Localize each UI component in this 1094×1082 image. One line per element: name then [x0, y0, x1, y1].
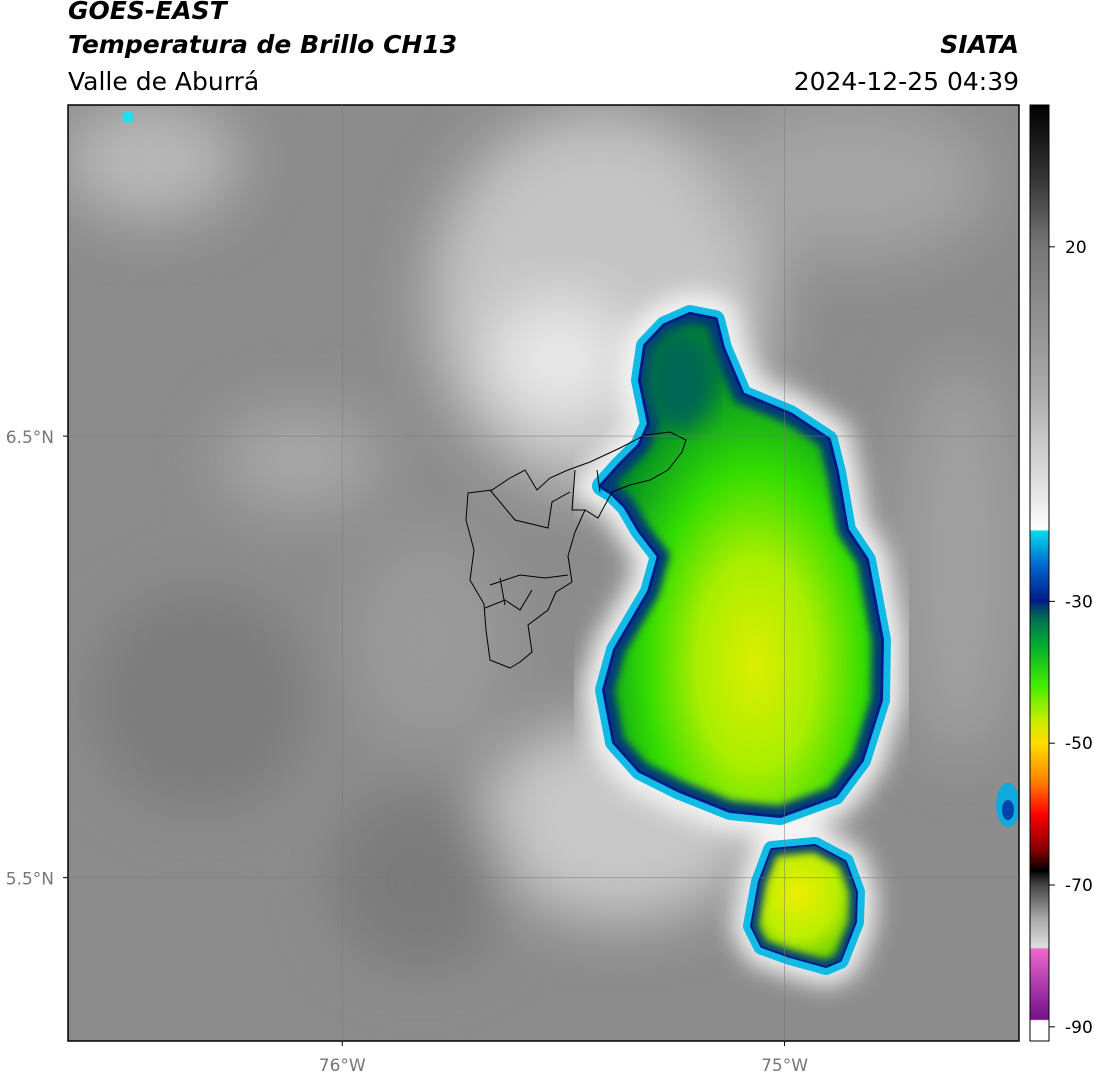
- title: GOES-EAST: [68, 0, 229, 25]
- lat-tick-label: 5.5°N: [6, 870, 54, 890]
- cold-cloud: [122, 111, 1019, 966]
- municipal-boundaries: [465, 431, 687, 669]
- colorbar-tick-label: 20: [1065, 238, 1087, 258]
- map-image: [68, 105, 1019, 1041]
- region: Valle de Aburrá: [68, 67, 259, 96]
- colorbar: [1029, 104, 1050, 1042]
- lat-tick-label: 6.5°N: [6, 428, 54, 448]
- colorbar-tick-label: -30: [1065, 592, 1093, 612]
- map-frame: [67, 104, 1020, 1042]
- subtitle: Temperatura de Brillo CH13: [68, 30, 457, 59]
- colorbar-tick-label: -90: [1065, 1018, 1093, 1038]
- colorbar-tick-label: -50: [1065, 734, 1093, 754]
- lon-tick-label: 76°W: [319, 1056, 366, 1076]
- colorbar-tick-label: -70: [1065, 876, 1093, 896]
- lon-tick-label: 75°W: [761, 1056, 808, 1076]
- timestamp: 2024-12-25 04:39: [794, 67, 1019, 96]
- source: SIATA: [940, 30, 1019, 59]
